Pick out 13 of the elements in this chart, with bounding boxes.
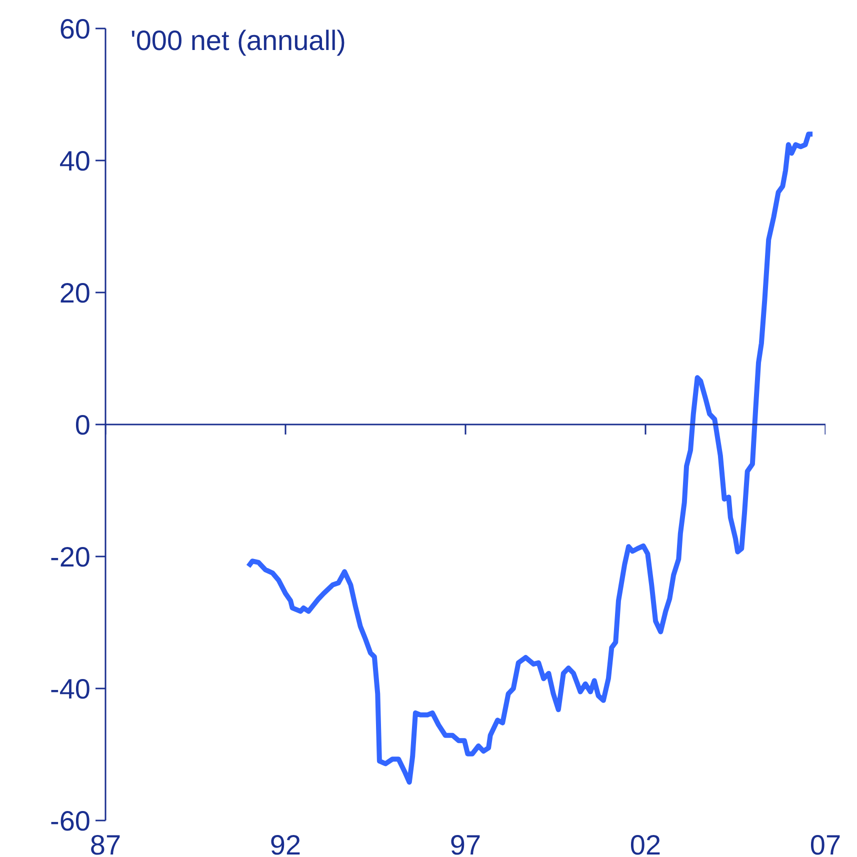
y-tick-label: 0 [74, 410, 91, 440]
y-tick-label: 20 [59, 278, 91, 308]
x-tick-label: 92 [270, 830, 302, 857]
x-tick-label: 02 [630, 830, 662, 857]
x-tick-label: 07 [810, 830, 842, 857]
y-tick-label: 60 [59, 14, 91, 44]
x-tick-label: 97 [450, 830, 482, 857]
x-tick-label: 87 [90, 830, 122, 857]
y-tick-label: -60 [50, 806, 90, 836]
y-axis-title: '000 net (annuall) [130, 25, 346, 56]
y-tick-label: -20 [50, 542, 90, 572]
y-tick-label: -40 [50, 674, 90, 704]
y-tick-label: 40 [59, 146, 91, 176]
